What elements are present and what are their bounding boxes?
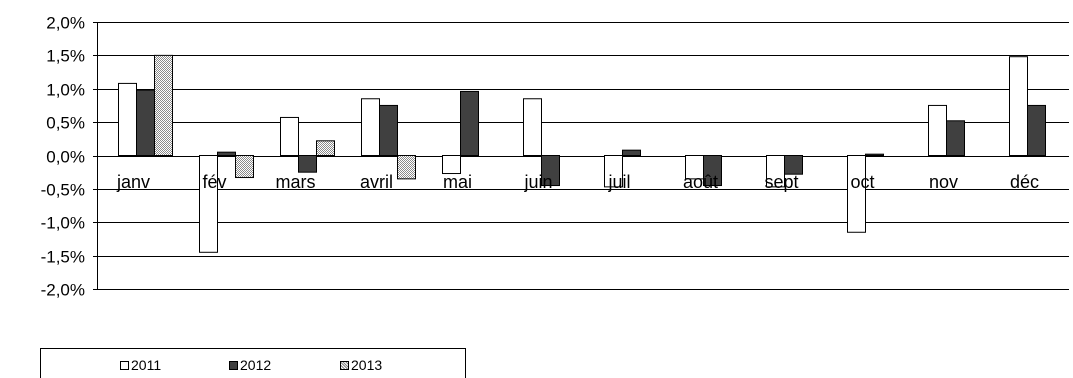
y-tick-label: 2,0%: [46, 14, 85, 33]
bar-2011-avril: [361, 98, 380, 156]
bar-2013-avril: [397, 155, 416, 180]
legend-swatch-2013: [340, 360, 349, 370]
x-category-label: juin: [523, 172, 552, 192]
bar-2011-nov: [928, 104, 947, 156]
y-tick-label: -1,0%: [41, 214, 85, 233]
legend-swatch-2012: [229, 360, 238, 370]
legend-item-2012: 2012: [229, 357, 271, 373]
bar-2013-janv: [154, 54, 173, 156]
x-category-label: janv: [116, 172, 150, 192]
bar-2012-sept: [784, 155, 803, 175]
bar-chart: 2,0% 1,5% 1,0% 0,5% 0,0% -0,5% -1,0% -1,5% -2,0%…: [41, 14, 1069, 300]
bar-2012-juin: [541, 155, 560, 187]
x-category-label: avril: [360, 172, 393, 192]
bar-2012-nov: [946, 120, 965, 156]
bar-2012-juil: [622, 149, 641, 157]
bar-2011-mars: [280, 116, 299, 156]
bar-2011-fév: [199, 155, 218, 253]
legend-swatch-2011: [120, 360, 129, 370]
x-category-label: sept: [764, 172, 798, 192]
bar-2013-mars: [316, 140, 335, 157]
x-category-label: mars: [276, 172, 316, 192]
bar-2012-janv: [136, 89, 155, 156]
bar-2012-mars: [298, 155, 317, 173]
bar-2011-juil: [604, 155, 623, 188]
bar-2011-mai: [442, 155, 461, 175]
legend-label-2011: 2011: [131, 357, 162, 373]
legend-item-2013: 2013: [340, 357, 382, 373]
bar-2012-oct: [865, 153, 884, 156]
y-tick-label: -1,5%: [41, 248, 85, 267]
x-category-label: mai: [443, 172, 472, 192]
y-tick-label: 0,0%: [46, 148, 85, 167]
y-tick-label: 1,0%: [46, 81, 85, 100]
x-category-label: août: [683, 172, 718, 192]
bar-2012-avril: [379, 104, 398, 156]
bar-2012-fév: [217, 151, 236, 157]
bar-2011-oct: [847, 155, 866, 233]
legend-label-2012: 2012: [240, 357, 272, 373]
bar-2012-mai: [460, 90, 479, 156]
chart-legend: 2011 2012 2013: [40, 348, 466, 378]
bar-2011-juin: [523, 98, 542, 156]
bar-2013-fév: [235, 155, 254, 179]
bar-2011-janv: [118, 82, 137, 156]
legend-item-2011: 2011: [120, 357, 161, 373]
y-tick-label: 1,5%: [46, 47, 85, 66]
x-category-label: oct: [850, 172, 874, 192]
legend-label-2013: 2013: [351, 357, 383, 373]
x-category-label: juil: [607, 172, 630, 192]
bar-2012-août: [703, 155, 722, 187]
x-category-label: fév: [202, 172, 226, 192]
y-tick-label: -2,0%: [41, 281, 85, 300]
x-category-label: nov: [929, 172, 958, 192]
bar-2012-déc: [1027, 104, 1046, 156]
x-category-label: déc: [1010, 172, 1039, 192]
y-tick-label: 0,5%: [46, 114, 85, 133]
bar-2011-déc: [1009, 56, 1028, 156]
y-tick-label: -0,5%: [41, 181, 85, 200]
